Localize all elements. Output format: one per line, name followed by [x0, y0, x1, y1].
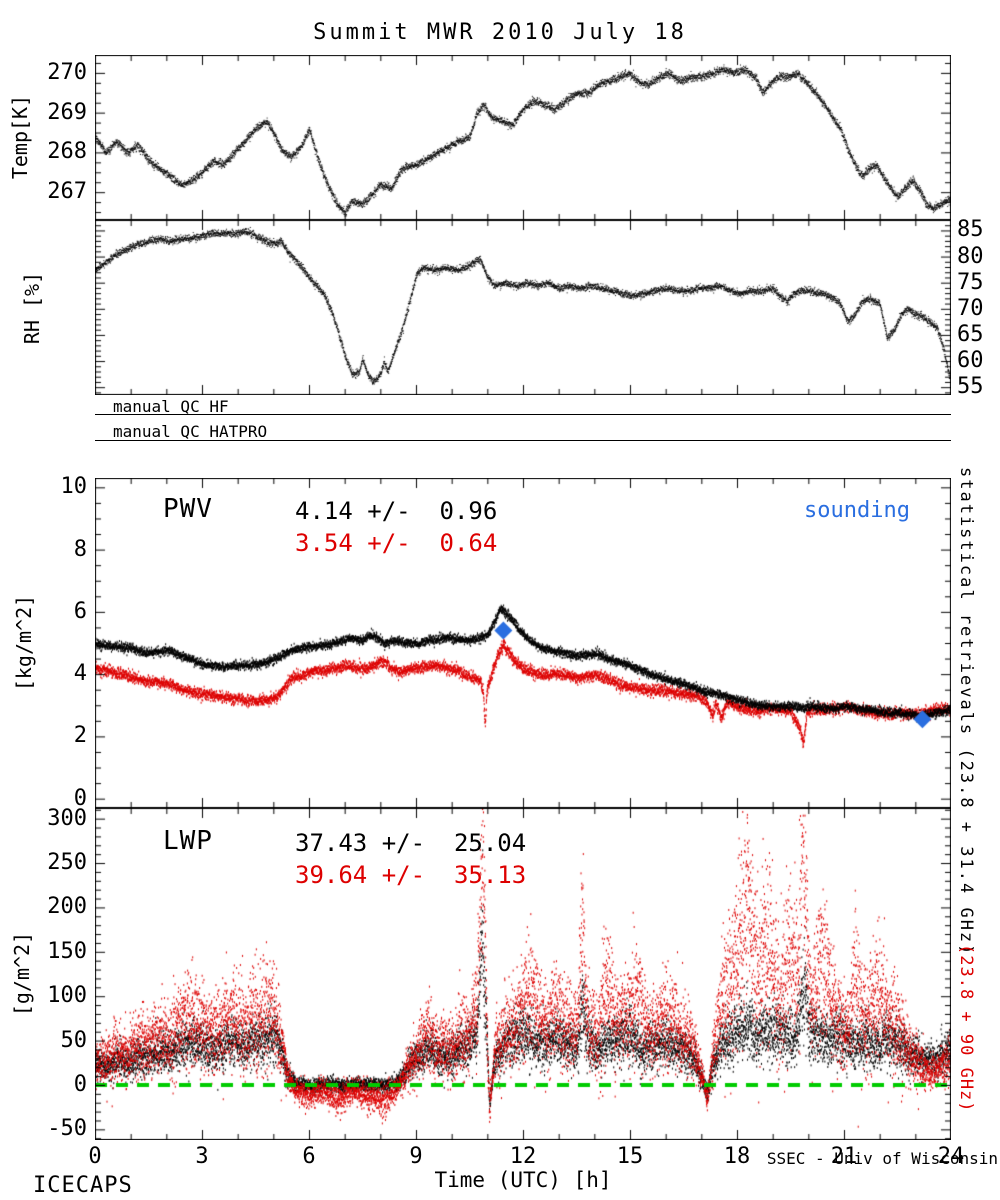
x-tick-label: 6: [302, 1144, 316, 1169]
credit-label: SSEC - Univ of Wisconsin: [766, 1149, 998, 1168]
x-tick-label: 3: [195, 1144, 209, 1169]
y-tick-label: 200: [47, 894, 87, 920]
y-tick-label: 2: [73, 723, 87, 749]
y-tick-label: 60: [957, 348, 984, 374]
x-axis-label: Time (UTC) [h]: [434, 1168, 612, 1192]
right-axis-label-black: statistical retrievals (23.8 + 31.4 GHz): [956, 467, 976, 957]
x-tick-label: 12: [509, 1144, 537, 1169]
qc-hf-strip: [95, 414, 951, 415]
y-tick-label: -50: [47, 1116, 87, 1142]
y-tick-label: 6: [73, 598, 87, 624]
y-tick-label: 70: [957, 295, 984, 321]
y-tick-label: 8: [73, 536, 87, 562]
y-tick-label: 55: [957, 374, 984, 400]
y-tick-label: 300: [47, 805, 87, 831]
x-tick-label: 15: [616, 1144, 644, 1169]
y-tick-label: 100: [47, 983, 87, 1009]
y-tick-label: 10: [60, 474, 88, 500]
y-tick-label: 4: [73, 661, 87, 687]
qc-hf-label: manual QC HF: [113, 397, 229, 416]
pwv-stats-hf: 4.14 +/- 0.96: [295, 497, 498, 525]
lwp-label: LWP: [163, 826, 213, 856]
y-tick-label: 268: [47, 139, 87, 165]
lwp-stats-hatpro: 39.64 +/- 35.13: [295, 861, 527, 889]
right-axis-label-red: (23.8 + 90 GHz): [956, 944, 976, 1113]
y-tick-label: 270: [47, 59, 87, 85]
y-tick-label: 65: [957, 321, 984, 347]
rh-axis-label: RH [%]: [20, 271, 44, 345]
y-tick-label: 75: [957, 269, 984, 295]
x-tick-label: 9: [409, 1144, 423, 1169]
project-label: ICECAPS: [33, 1173, 133, 1198]
y-tick-label: 80: [957, 243, 984, 269]
x-tick-label: 18: [723, 1144, 751, 1169]
lwp-panel: [95, 808, 951, 1140]
lwp-stats-hf: 37.43 +/- 25.04: [295, 829, 527, 857]
y-tick-label: 267: [47, 179, 87, 205]
y-tick-label: 50: [60, 1027, 88, 1053]
y-tick-label: 0: [73, 1071, 87, 1097]
qc-hatpro-label: manual QC HATPRO: [113, 422, 268, 441]
pwv-stats-hatpro: 3.54 +/- 0.64: [295, 529, 498, 557]
rh-panel: [95, 220, 951, 395]
qc-hatpro-strip: [95, 440, 951, 441]
y-tick-label: 150: [47, 938, 87, 964]
pwv-panel: [95, 478, 951, 808]
temp-panel: [95, 55, 951, 220]
x-tick-label: 21: [830, 1144, 858, 1169]
x-tick-label: 0: [88, 1144, 102, 1169]
y-tick-label: 269: [47, 99, 87, 125]
pwv-label: PWV: [163, 494, 213, 524]
sounding-legend-label: sounding: [804, 498, 910, 523]
chart-title: Summit MWR 2010 July 18: [313, 20, 687, 45]
y-tick-label: 85: [957, 217, 984, 243]
y-tick-label: 250: [47, 850, 87, 876]
y-tick-label: 0: [73, 785, 87, 811]
x-tick-label: 24: [937, 1144, 965, 1169]
